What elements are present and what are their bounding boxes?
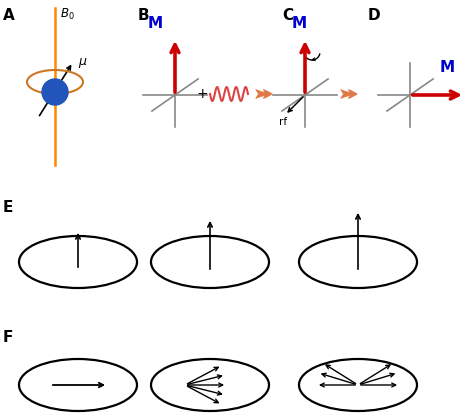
Circle shape <box>42 79 68 105</box>
Text: F: F <box>3 330 13 345</box>
Text: A: A <box>3 8 15 23</box>
Text: E: E <box>3 200 13 215</box>
Text: M: M <box>440 60 455 75</box>
Text: $B_0$: $B_0$ <box>60 7 75 22</box>
Text: $\mu$: $\mu$ <box>78 56 88 70</box>
Text: M: M <box>292 16 307 31</box>
Text: C: C <box>282 8 293 23</box>
Text: D: D <box>368 8 381 23</box>
Text: B: B <box>138 8 150 23</box>
Text: M: M <box>148 16 163 31</box>
Text: +: + <box>196 87 208 101</box>
Text: rf: rf <box>279 117 287 127</box>
